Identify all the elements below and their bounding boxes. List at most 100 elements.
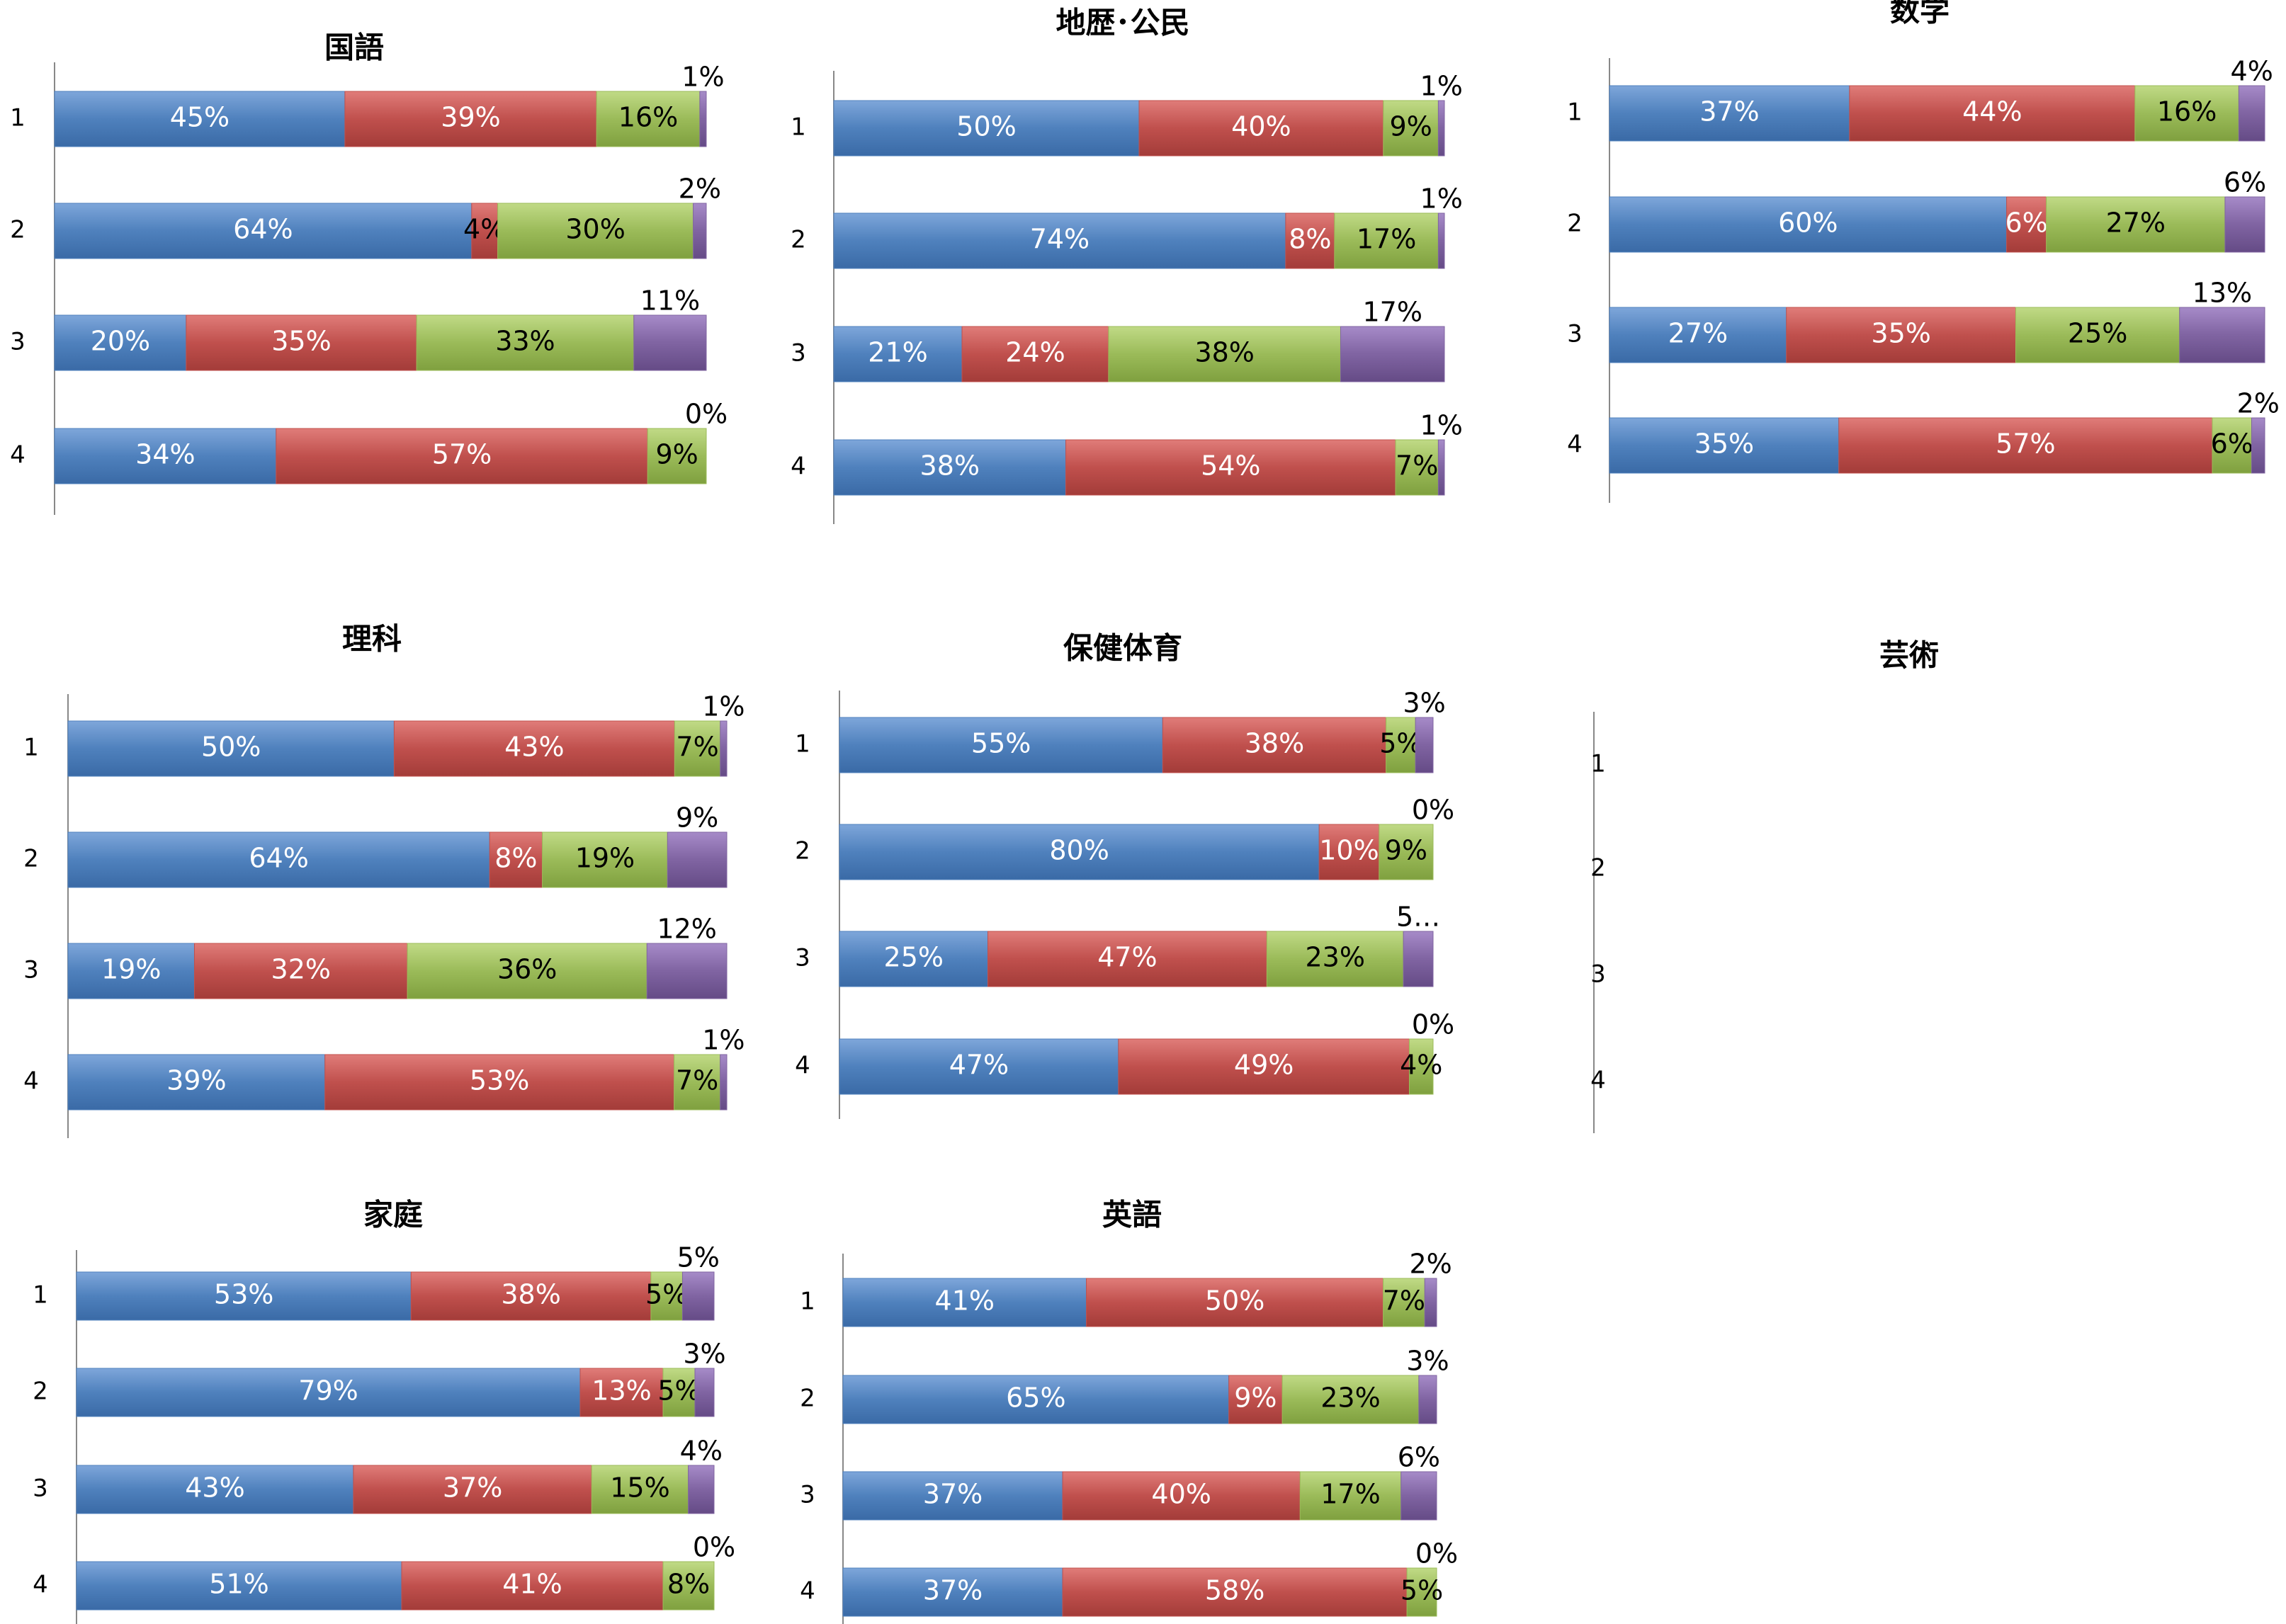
data-label: 20% [91,326,150,357]
bar-segment [839,824,1320,880]
bar-segment [688,1465,715,1514]
bar-segment [1318,824,1380,880]
bar-segment [2212,417,2252,474]
data-label: 1% [1420,71,1463,102]
data-label: 38% [1245,728,1304,759]
data-label: 38% [920,450,980,482]
bar-segment [1162,717,1387,773]
data-label: 8% [667,1569,710,1600]
bar-segment [596,91,701,147]
category-label: 4 [1590,1067,1606,1095]
bar-segment [76,1561,402,1611]
data-label: 2% [679,174,721,205]
category-label: 1 [800,1288,815,1316]
data-label: 25% [884,942,944,973]
category-label: 4 [1567,431,1583,459]
bar-segment [1403,931,1434,987]
data-label: 5% [677,1242,720,1273]
chart-title: 数学 [1890,0,1950,28]
data-label: 30% [565,214,625,245]
data-label: 34% [135,439,195,470]
bar-segment [662,1368,696,1417]
bar-segment [76,1271,412,1321]
data-label: 0% [1412,1009,1454,1040]
data-label: 38% [501,1279,560,1310]
bar-segment [1281,1375,1420,1424]
bar-segment [988,931,1267,987]
chart-4: 理科 1 2 3 4 50% 43% 7% 1% 64% 8% 19% 9% 19% 32% 36% 12% 39… [23,622,745,1138]
bar-segment [693,203,707,259]
bar-segment [833,439,1067,496]
data-label: 80% [1049,835,1109,866]
data-label: 9% [1385,835,1427,866]
category-label: 3 [1590,960,1606,989]
data-label: 53% [470,1065,529,1096]
bar-segment [1609,307,1787,363]
data-label: 54% [1201,450,1260,482]
category-label: 1 [1590,750,1606,778]
data-label: 27% [1668,318,1728,349]
data-label: 50% [956,111,1016,142]
data-label: 9% [676,802,718,834]
data-label: 74% [1030,224,1090,255]
data-label: 2% [1409,1249,1452,1280]
data-label: 5% [645,1279,688,1310]
bar-segment [1285,212,1335,269]
chart-title: 理科 [342,622,402,657]
bar-segment [76,1465,354,1514]
data-label: 0% [693,1532,735,1563]
category-label: 3 [791,339,806,368]
bar-segment [1228,1375,1283,1424]
data-label: 45% [170,102,230,133]
bar-segment [720,1054,728,1111]
chart-8: 英語 1 2 3 4 41% 50% 7% 2% 65% 9% 23% 3% 37% 40% 17% 6% 37%… [800,1198,1458,1624]
bar-segment [1379,824,1434,880]
bar-segment [2179,307,2265,363]
data-label: 38% [1194,337,1254,368]
category-label: 4 [33,1571,48,1599]
data-label: 15% [610,1472,669,1504]
data-label: 19% [575,843,635,874]
bar-segment [67,943,195,999]
data-label: 41% [502,1569,562,1600]
category-label: 2 [795,837,810,865]
data-label: 6% [2005,208,2047,239]
bar-segment [720,720,728,777]
data-label: 39% [166,1065,226,1096]
data-label: 6% [1398,1442,1440,1473]
category-label: 2 [33,1378,48,1406]
bar-segment [646,943,728,999]
category-label: 4 [10,441,26,470]
data-label: 64% [249,843,308,874]
bar-segment [674,720,721,777]
bar-segment [1062,1471,1301,1521]
category-label: 2 [800,1385,815,1413]
bar-segment [591,1465,689,1514]
bar-segment [1086,1278,1384,1327]
category-label: 4 [23,1067,39,1096]
bar-segment [2015,307,2180,363]
data-label: 5% [1401,1575,1443,1606]
bar-segment [1401,1471,1437,1521]
bar-segment [542,831,668,888]
bar-segment [842,1567,1063,1617]
bar-segment [1065,439,1396,496]
bar-segment [497,203,694,259]
data-label: 8% [1289,224,1331,255]
bar-segment [579,1368,664,1417]
data-label: 53% [214,1279,273,1310]
data-label: 6% [2211,428,2253,460]
data-label: 40% [1231,111,1291,142]
data-label: 50% [201,732,261,763]
category-label: 4 [795,1052,810,1080]
data-label: 7% [1383,1285,1425,1317]
data-label: 5… [1396,902,1440,933]
data-label: 8% [494,843,537,874]
bar-segment [633,314,707,371]
data-label: 2% [2237,388,2280,419]
data-label: 57% [1996,428,2055,460]
data-label: 13% [592,1375,651,1407]
data-label: 7% [676,1065,718,1096]
